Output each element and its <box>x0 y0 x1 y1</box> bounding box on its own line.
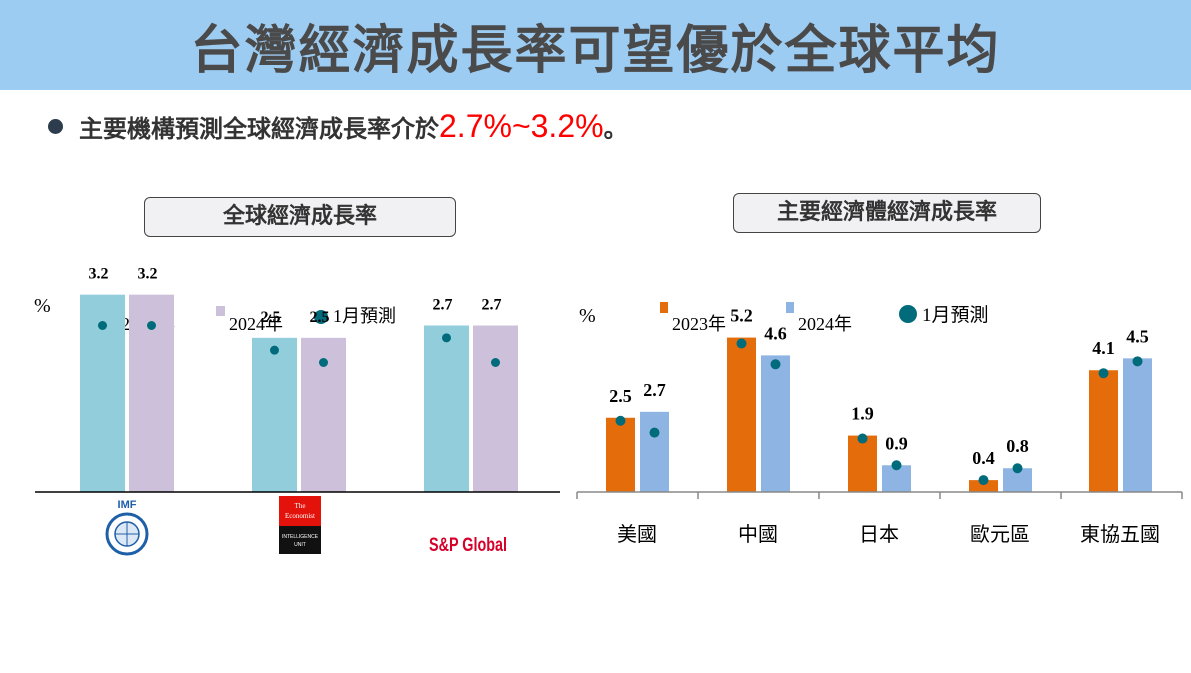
bar-IMF-2024年 <box>129 294 174 492</box>
bar-東協五國-2023年 <box>1089 370 1118 492</box>
right-ylabel: % <box>579 305 596 327</box>
economist-logo-text: UNIT <box>294 542 306 548</box>
bar-美國-2024年 <box>640 411 669 492</box>
economist-logo-text: The <box>295 502 306 510</box>
title-banner: 台灣經濟成長率可望優於全球平均 <box>0 0 1191 90</box>
forecast-marker <box>1012 463 1023 474</box>
forecast-marker <box>770 359 781 370</box>
legend-dot-icon <box>899 305 917 323</box>
bar-IMF-2023年 <box>80 294 125 492</box>
data-label: 0.4 <box>972 448 995 468</box>
bar-The Economist Intelligence Unit-2024年 <box>301 337 346 492</box>
forecast-marker <box>1132 356 1143 367</box>
category-label: 東協五國 <box>1080 522 1160 546</box>
bar-歐元區-2024年 <box>1003 468 1032 492</box>
bar-The Economist Intelligence Unit-2023年 <box>252 337 297 492</box>
forecast-marker <box>442 333 451 343</box>
data-label: 2.5 <box>261 309 281 326</box>
legend-label-2024: 2024年 <box>798 314 852 334</box>
legend-label-2023: 2023年 <box>121 314 175 334</box>
bar-S&P Global-2024年 <box>473 325 518 492</box>
left-panel-title: 全球經濟成長率 <box>144 197 456 237</box>
category-label: 美國 <box>617 522 657 546</box>
data-label: 1.9 <box>851 404 874 424</box>
data-label: 4.1 <box>1092 338 1115 358</box>
bar-S&P Global-2023年 <box>424 325 469 492</box>
data-label: 4.6 <box>764 323 787 343</box>
sp-global-logo: S&P Global <box>429 535 507 556</box>
forecast-marker <box>891 460 902 471</box>
category-label: 中國 <box>738 522 778 546</box>
summary-bullet: 主要機構預測全球經濟成長率介於 2.7%~3.2% 。 <box>48 106 628 146</box>
data-label: 2.7 <box>433 297 453 314</box>
forecast-marker <box>319 358 328 367</box>
data-label: 3.2 <box>138 266 158 283</box>
category-label: 日本 <box>859 522 899 546</box>
legend-label-2023: 2023年 <box>672 314 726 334</box>
forecast-marker <box>736 338 747 349</box>
forecast-marker <box>147 321 156 330</box>
forecast-marker <box>98 321 107 330</box>
left-ylabel: % <box>34 295 51 317</box>
legend-dot-icon <box>314 310 328 324</box>
forecast-marker <box>491 358 500 367</box>
data-label: 5.2 <box>730 306 753 326</box>
data-label: 2.5 <box>609 386 632 406</box>
right-panel-title: 主要經濟體經濟成長率 <box>733 193 1041 233</box>
data-label: 2.5 <box>310 309 330 326</box>
legend-label-2024: 2024年 <box>229 314 283 334</box>
economist-logo-text: Economist <box>285 512 315 520</box>
bullet-prefix: 主要機構預測全球經濟成長率介於 <box>79 114 439 143</box>
forecast-marker <box>270 345 279 355</box>
legend-label-forecast: 1月預測 <box>333 306 396 326</box>
category-label: 歐元區 <box>970 522 1030 546</box>
legend-label-forecast: 1月預測 <box>922 304 989 326</box>
imf-logo-text: IMF <box>118 499 137 511</box>
bullet-highlight: 2.7%~3.2% <box>439 107 604 144</box>
forecast-marker <box>1098 368 1109 379</box>
bar-中國-2024年 <box>761 355 790 492</box>
data-label: 2.7 <box>482 297 502 314</box>
forecast-marker <box>978 475 989 486</box>
economist-logo-black <box>279 526 321 554</box>
legend-swatch-2023 <box>108 306 117 316</box>
data-label: 0.9 <box>885 433 908 453</box>
bullet-icon <box>48 118 63 134</box>
bar-東協五國-2024年 <box>1123 358 1152 492</box>
legend-swatch-2024 <box>786 302 794 313</box>
bar-日本-2024年 <box>882 465 911 492</box>
forecast-marker <box>649 427 660 438</box>
economist-logo-text: INTELLIGENCE <box>282 534 319 540</box>
data-label: 2.7 <box>643 380 666 400</box>
bar-歐元區-2023年 <box>969 480 998 492</box>
economist-logo-red <box>279 496 321 526</box>
legend-swatch-2023 <box>660 302 668 313</box>
forecast-marker <box>857 433 868 444</box>
bar-日本-2023年 <box>848 435 877 492</box>
data-label: 4.5 <box>1126 326 1149 346</box>
data-label: 3.2 <box>89 266 109 283</box>
data-label: 0.8 <box>1006 436 1029 456</box>
bar-中國-2023年 <box>727 337 756 492</box>
bullet-suffix: 。 <box>603 114 628 143</box>
imf-globe-icon <box>114 521 140 547</box>
page-title: 台灣經濟成長率可望優於全球平均 <box>190 21 1001 81</box>
legend-swatch-2024 <box>216 306 225 316</box>
imf-seal-icon <box>105 512 149 556</box>
bar-美國-2023年 <box>606 417 635 492</box>
forecast-marker <box>615 415 626 426</box>
